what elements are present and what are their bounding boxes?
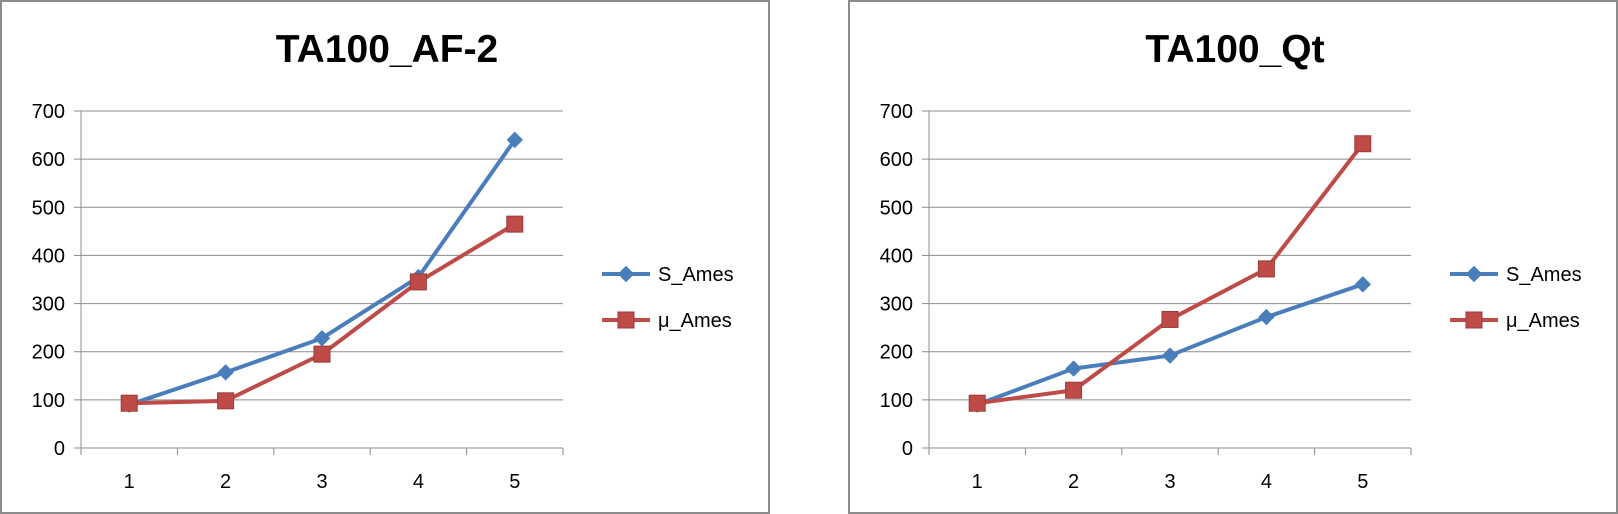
y-tick-label: 600 [880, 149, 913, 171]
data-point-square [409, 273, 427, 291]
chart-plot: 0 100 200 300 400 500 600 700 1 2 3 4 5 S_Ames μ_Ames [32, 101, 734, 493]
x-tick-label: 2 [1068, 471, 1079, 493]
x-tick-label: 2 [220, 471, 231, 493]
y-tick-label: 400 [880, 245, 913, 267]
y-tick-label: 200 [880, 342, 913, 364]
legend-marker [617, 311, 635, 329]
data-point-square [968, 394, 986, 412]
data-point-diamond [1065, 360, 1082, 377]
data-point-diamond [1354, 276, 1372, 293]
y-tick-label: 300 [880, 294, 913, 316]
data-point-diamond [506, 131, 524, 149]
data-point-diamond [1161, 347, 1179, 364]
data-point-square [120, 394, 138, 412]
x-tick-label: 3 [1164, 471, 1175, 493]
chart-panel-af2: TA100_AF-2 0 100 200 300 400 500 600 700 1 2 3 4 5 S_… [0, 0, 770, 514]
x-tick-label: 5 [1357, 471, 1368, 493]
y-tick-label: 700 [880, 101, 913, 123]
legend-marker [1465, 311, 1483, 329]
data-point-square [1161, 310, 1179, 328]
x-tick-label: 3 [316, 471, 327, 493]
x-tick-label: 5 [509, 471, 520, 493]
x-tick-label: 4 [1261, 471, 1272, 493]
y-tick-label: 600 [32, 149, 65, 171]
data-point-square [217, 392, 235, 410]
y-tick-label: 200 [32, 342, 65, 364]
chart-panel-qt: TA100_Qt 0 100 200 300 400 500 600 700 1 2 3 4 5 S_Am… [848, 0, 1618, 514]
chart-plot: 0 100 200 300 400 500 600 700 1 2 3 4 5 S_Ames μ_Ames [880, 101, 1582, 493]
data-point-square [1065, 381, 1083, 399]
data-point-diamond [1258, 308, 1275, 326]
y-tick-label: 700 [32, 101, 65, 123]
y-tick-label: 0 [902, 438, 913, 460]
legend-label: μ_Ames [658, 310, 732, 332]
chart-title: TA100_Qt [1145, 28, 1325, 71]
legend-label: S_Ames [658, 264, 734, 286]
data-point-square [506, 215, 524, 233]
x-tick-label: 1 [972, 471, 983, 493]
legend-label: S_Ames [1506, 264, 1582, 286]
chart-title: TA100_AF-2 [275, 28, 499, 71]
series-line [127, 137, 517, 407]
y-tick-label: 0 [54, 438, 65, 460]
series-line [975, 141, 1365, 406]
data-point-square [1257, 260, 1275, 278]
data-point-diamond [217, 364, 234, 381]
series-line [975, 282, 1365, 407]
x-tick-label: 1 [124, 471, 135, 493]
y-tick-label: 500 [32, 197, 65, 219]
y-tick-label: 100 [880, 390, 913, 412]
data-point-square [1354, 135, 1372, 153]
legend-label: μ_Ames [1506, 310, 1580, 332]
series-line [127, 222, 517, 406]
y-tick-label: 100 [32, 390, 65, 412]
legend-marker [617, 265, 635, 283]
data-point-square [313, 345, 331, 363]
y-tick-label: 300 [32, 294, 65, 316]
legend-marker [1465, 265, 1483, 283]
y-tick-label: 400 [32, 245, 65, 267]
y-tick-label: 500 [880, 197, 913, 219]
x-tick-label: 4 [413, 471, 424, 493]
